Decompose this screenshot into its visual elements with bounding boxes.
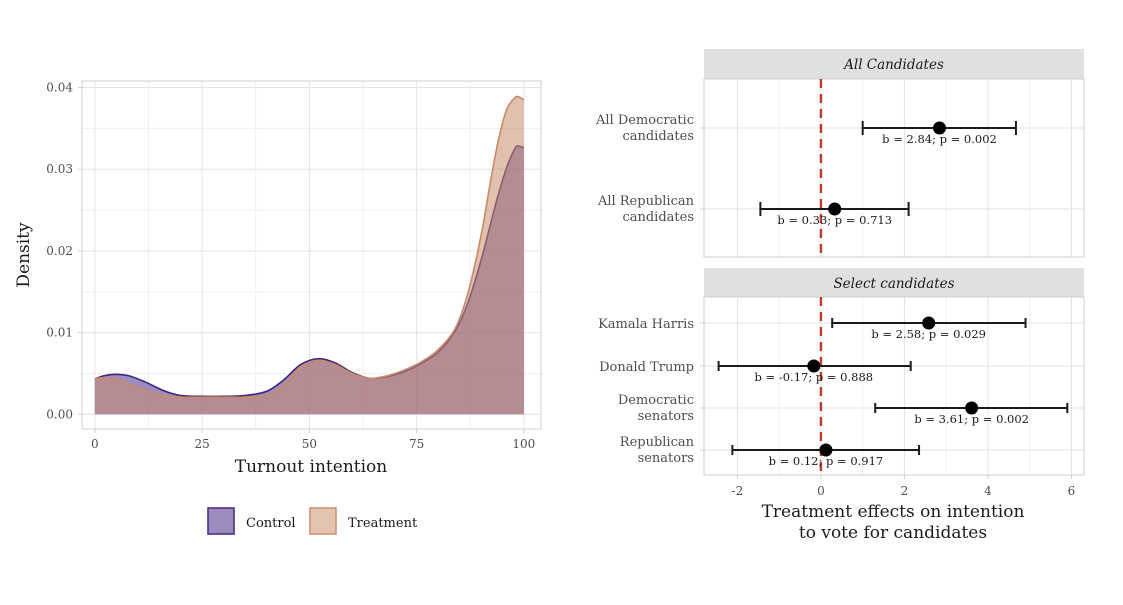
- point-estimate: [933, 121, 947, 135]
- facet-strip-title: All Candidates: [842, 57, 944, 73]
- facet-strip: [704, 268, 1084, 297]
- density-y-tick-label: 0.00: [46, 407, 73, 421]
- density-y-tick-label: 0.04: [46, 81, 73, 95]
- density-legend: Control Treatment: [207, 507, 418, 535]
- coef-x-tick-label: -2: [732, 484, 744, 498]
- point-estimate: [922, 316, 936, 330]
- facet-panel-2: Select candidates Kamala Harris b = 2.58; …: [598, 268, 1085, 476]
- estimate-annotation: b = 2.84; p = 0.002: [882, 132, 997, 146]
- point-estimate: [828, 202, 842, 216]
- density-x-tick-label: 100: [512, 437, 535, 451]
- facet-strip: [704, 49, 1084, 79]
- coef-category-label: All Democratic: [595, 113, 694, 128]
- density-panel-border: [81, 80, 542, 430]
- coef-category-label: Republican: [620, 435, 695, 450]
- density-y-axis-title: Density: [14, 222, 34, 288]
- coef-category-label: All Republican: [597, 194, 695, 209]
- density-x-tick-label: 75: [409, 437, 424, 451]
- estimate-annotation: b = 0.12; p = 0.917: [769, 454, 884, 468]
- coef-category-label: senators: [638, 409, 694, 424]
- density-chart: 0 25 50 75 100 0.00 0.01 0.02 0.03 0.04 Turnout …: [14, 80, 542, 535]
- density-x-tick-label: 25: [194, 437, 209, 451]
- coef-category-label: senators: [638, 451, 694, 466]
- density-x-ticks: 0 25 50 75 100: [91, 429, 535, 451]
- facet-strip-title: Select candidates: [833, 276, 954, 292]
- coefficient-x-axis-title-line-1: Treatment effects on intention: [762, 502, 1025, 522]
- facet-panel-border: [703, 296, 1085, 476]
- density-areas: [94, 95, 525, 415]
- estimate-annotation: b = 3.61; p = 0.002: [914, 412, 1029, 426]
- density-x-axis-title: Turnout intention: [235, 457, 388, 477]
- density-y-ticks: 0.00 0.01 0.02 0.03 0.04: [46, 81, 82, 421]
- coef-x-tick-label: 2: [901, 484, 909, 498]
- facet-panel-border: [703, 78, 1085, 258]
- coef-category-label: candidates: [622, 129, 694, 144]
- density-y-tick-label: 0.02: [46, 244, 73, 258]
- estimate-annotation: b = -0.17; p = 0.888: [755, 370, 874, 384]
- estimate-annotation: b = 2.58; p = 0.029: [871, 327, 986, 341]
- estimate-annotation: b = 0.33; p = 0.713: [777, 213, 892, 227]
- coefficient-x-ticks: -2 0 2 4 6: [732, 475, 1076, 498]
- coef-category-label: candidates: [622, 210, 694, 225]
- density-x-tick-label: 50: [302, 437, 317, 451]
- coef-x-tick-label: 4: [984, 484, 992, 498]
- point-estimate: [965, 401, 979, 415]
- density-x-tick-label: 0: [91, 437, 99, 451]
- coef-category-label: Donald Trump: [599, 360, 694, 375]
- point-estimate: [807, 359, 821, 373]
- coef-category-label: Democratic: [618, 393, 694, 408]
- coef-category-label: Kamala Harris: [598, 317, 694, 332]
- density-y-tick-label: 0.03: [46, 162, 73, 176]
- density-area-treatment: [94, 96, 524, 415]
- coef-x-tick-label: 0: [817, 484, 825, 498]
- legend-key-treatment: [309, 507, 337, 535]
- density-outline-treatment: [94, 95, 525, 399]
- legend-label-treatment: Treatment: [348, 516, 418, 531]
- legend-key-control: [207, 507, 235, 535]
- coef-x-tick-label: 6: [1068, 484, 1076, 498]
- coefficient-x-axis-title-line-2: to vote for candidates: [799, 523, 987, 543]
- legend-label-control: Control: [246, 516, 296, 531]
- density-y-tick-label: 0.01: [46, 326, 73, 340]
- point-estimate: [819, 443, 833, 457]
